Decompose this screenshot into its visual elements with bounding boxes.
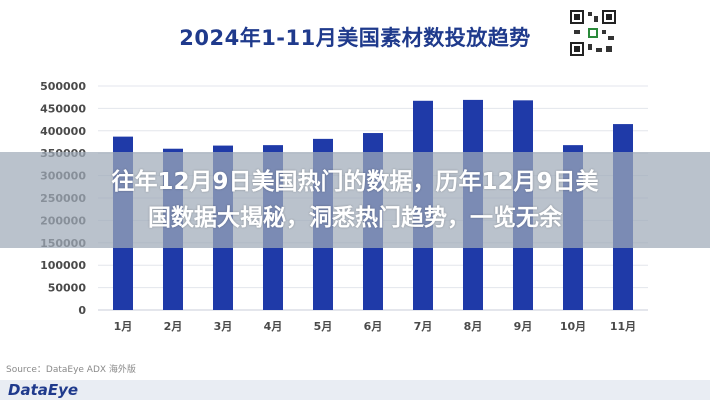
y-tick-label: 500000 xyxy=(40,80,86,93)
x-tick-label: 3月 xyxy=(214,320,233,333)
y-tick-label: 100000 xyxy=(40,259,86,272)
source-note: Source：DataEye ADX 海外版 xyxy=(6,365,136,375)
x-axis-ticks: 1月 2月 3月 4月 5月 6月 7月 8月 9月 10月 11月 xyxy=(114,320,636,333)
x-tick-label: 9月 xyxy=(514,320,533,333)
headline-line-2: 国数据大揭秘，洞悉热门趋势，一览无余 xyxy=(148,205,562,231)
x-tick-label: 1月 xyxy=(114,320,133,333)
x-tick-label: 7月 xyxy=(414,320,433,333)
x-tick-label: 4月 xyxy=(264,320,283,333)
chart-title: 2024年1-11月美国素材数投放趋势 xyxy=(179,26,531,50)
x-tick-label: 6月 xyxy=(364,320,383,333)
x-tick-label: 11月 xyxy=(610,320,636,333)
headline-line-1: 往年12月9日美国热门的数据，历年12月9日美 xyxy=(111,169,599,195)
headline-overlay-band xyxy=(0,152,710,248)
qr-code-icon xyxy=(568,8,618,58)
x-tick-label: 8月 xyxy=(464,320,483,333)
x-tick-label: 10月 xyxy=(560,320,586,333)
headline-overlay-text: 往年12月9日美国热门的数据，历年12月9日美 国数据大揭秘，洞悉热门趋势，一览… xyxy=(14,164,696,236)
y-tick-label: 0 xyxy=(78,304,86,317)
brand-footer: DataEye xyxy=(0,380,710,400)
y-tick-label: 450000 xyxy=(40,102,86,115)
x-tick-label: 5月 xyxy=(314,320,333,333)
y-tick-label: 50000 xyxy=(48,282,87,295)
brand-logo-text: DataEye xyxy=(8,381,79,399)
y-tick-label: 400000 xyxy=(40,125,86,138)
x-tick-label: 2月 xyxy=(164,320,183,333)
